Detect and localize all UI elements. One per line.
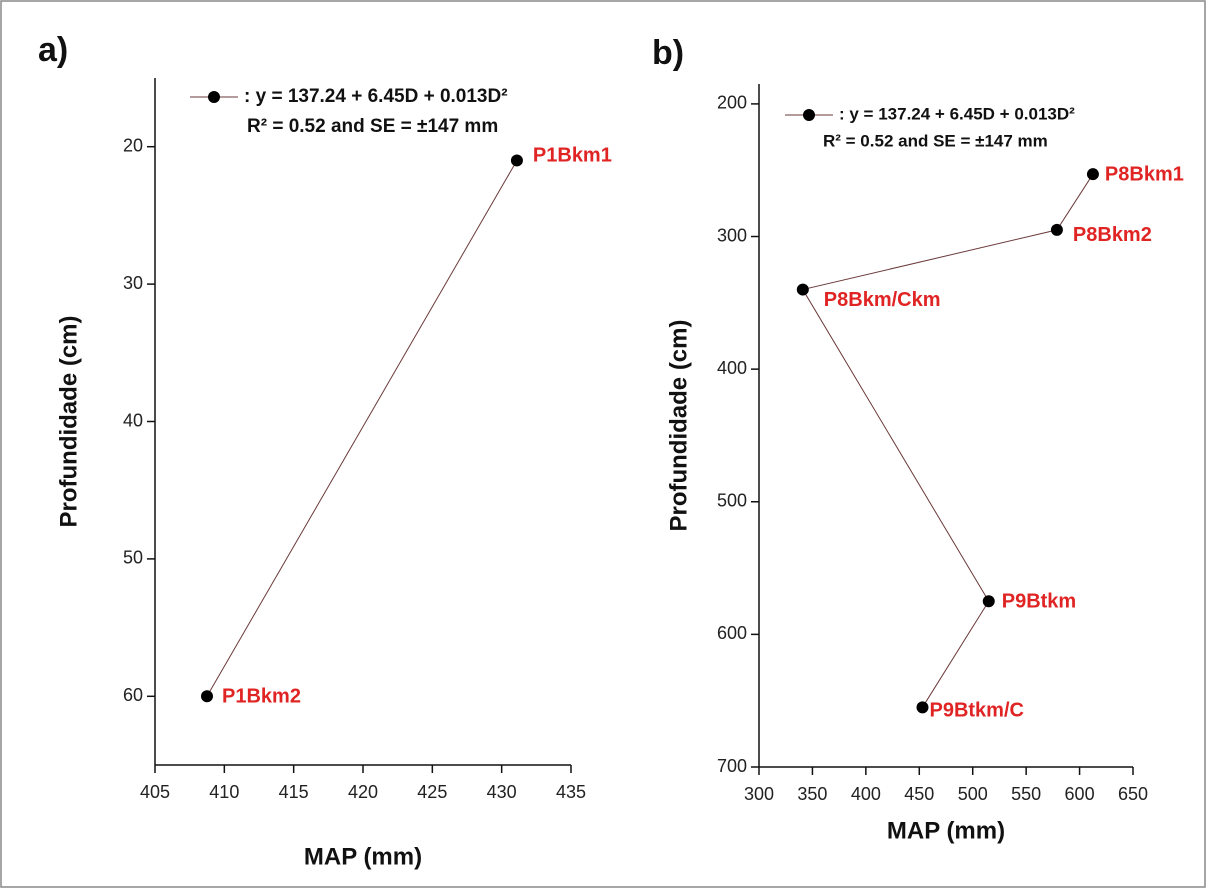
x-axis-label: MAP (mm) [887, 817, 1005, 844]
legend-note: R² = 0.52 and SE = ±147 mm [247, 116, 498, 137]
panel-label: a) [38, 31, 68, 69]
x-tick-label: 425 [417, 782, 447, 802]
point [1086, 168, 1099, 181]
y-tick-label: 40 [123, 410, 143, 430]
point-label: P9Btkm/C [929, 700, 1023, 722]
legend-entry: : y = 137.24 + 6.45D + 0.013D² [244, 86, 508, 107]
y-tick-label: 60 [123, 685, 143, 705]
point-label: P1Bkm2 [222, 686, 301, 708]
x-tick-label: 410 [209, 782, 239, 802]
x-tick-label: 300 [744, 784, 774, 804]
y-tick-label: 500 [717, 491, 747, 511]
x-tick-label: 650 [1118, 784, 1148, 804]
point-label: P9Btkm [1002, 591, 1076, 613]
legend-note: R² = 0.52 and SE = ±147 mm [823, 131, 1048, 150]
series-line [206, 160, 518, 697]
x-axis-label: MAP (mm) [304, 843, 422, 870]
y-axis-label: Profundidade (cm) [665, 319, 692, 531]
point [1050, 223, 1063, 236]
y-tick-label: 50 [123, 548, 143, 568]
y-tick-label: 400 [717, 358, 747, 378]
point [916, 701, 929, 714]
point-label: P1Bkm1 [533, 145, 612, 167]
y-tick-label: 200 [717, 93, 747, 113]
legend-marker [208, 91, 220, 103]
point-label: P8Bkm2 [1073, 224, 1152, 246]
point-label: P8Bkm1 [1105, 163, 1184, 185]
x-tick-label: 420 [348, 782, 378, 802]
panel-label: b) [652, 34, 684, 72]
y-tick-label: 300 [717, 225, 747, 245]
x-tick-label: 550 [1011, 784, 1041, 804]
x-tick-label: 435 [556, 782, 586, 802]
x-tick-label: 450 [904, 784, 934, 804]
y-axis-label: Profundidade (cm) [55, 315, 82, 527]
legend-entry: : y = 137.24 + 6.45D + 0.013D² [839, 104, 1075, 123]
point-label: P8Bkm/Ckm [824, 289, 941, 311]
y-tick-label: 30 [123, 273, 143, 293]
point [796, 283, 809, 296]
legend-marker [803, 109, 815, 121]
x-tick-label: 415 [279, 782, 309, 802]
y-tick-label: 20 [123, 135, 143, 155]
x-tick-label: 430 [487, 782, 517, 802]
x-tick-label: 500 [958, 784, 988, 804]
x-tick-label: 405 [140, 782, 170, 802]
x-tick-label: 350 [797, 784, 827, 804]
x-tick-label: 600 [1065, 784, 1095, 804]
point [982, 595, 995, 608]
y-tick-label: 700 [717, 756, 747, 776]
point [510, 154, 523, 167]
point [201, 690, 213, 703]
x-tick-label: 400 [851, 784, 881, 804]
y-tick-label: 600 [717, 623, 747, 643]
